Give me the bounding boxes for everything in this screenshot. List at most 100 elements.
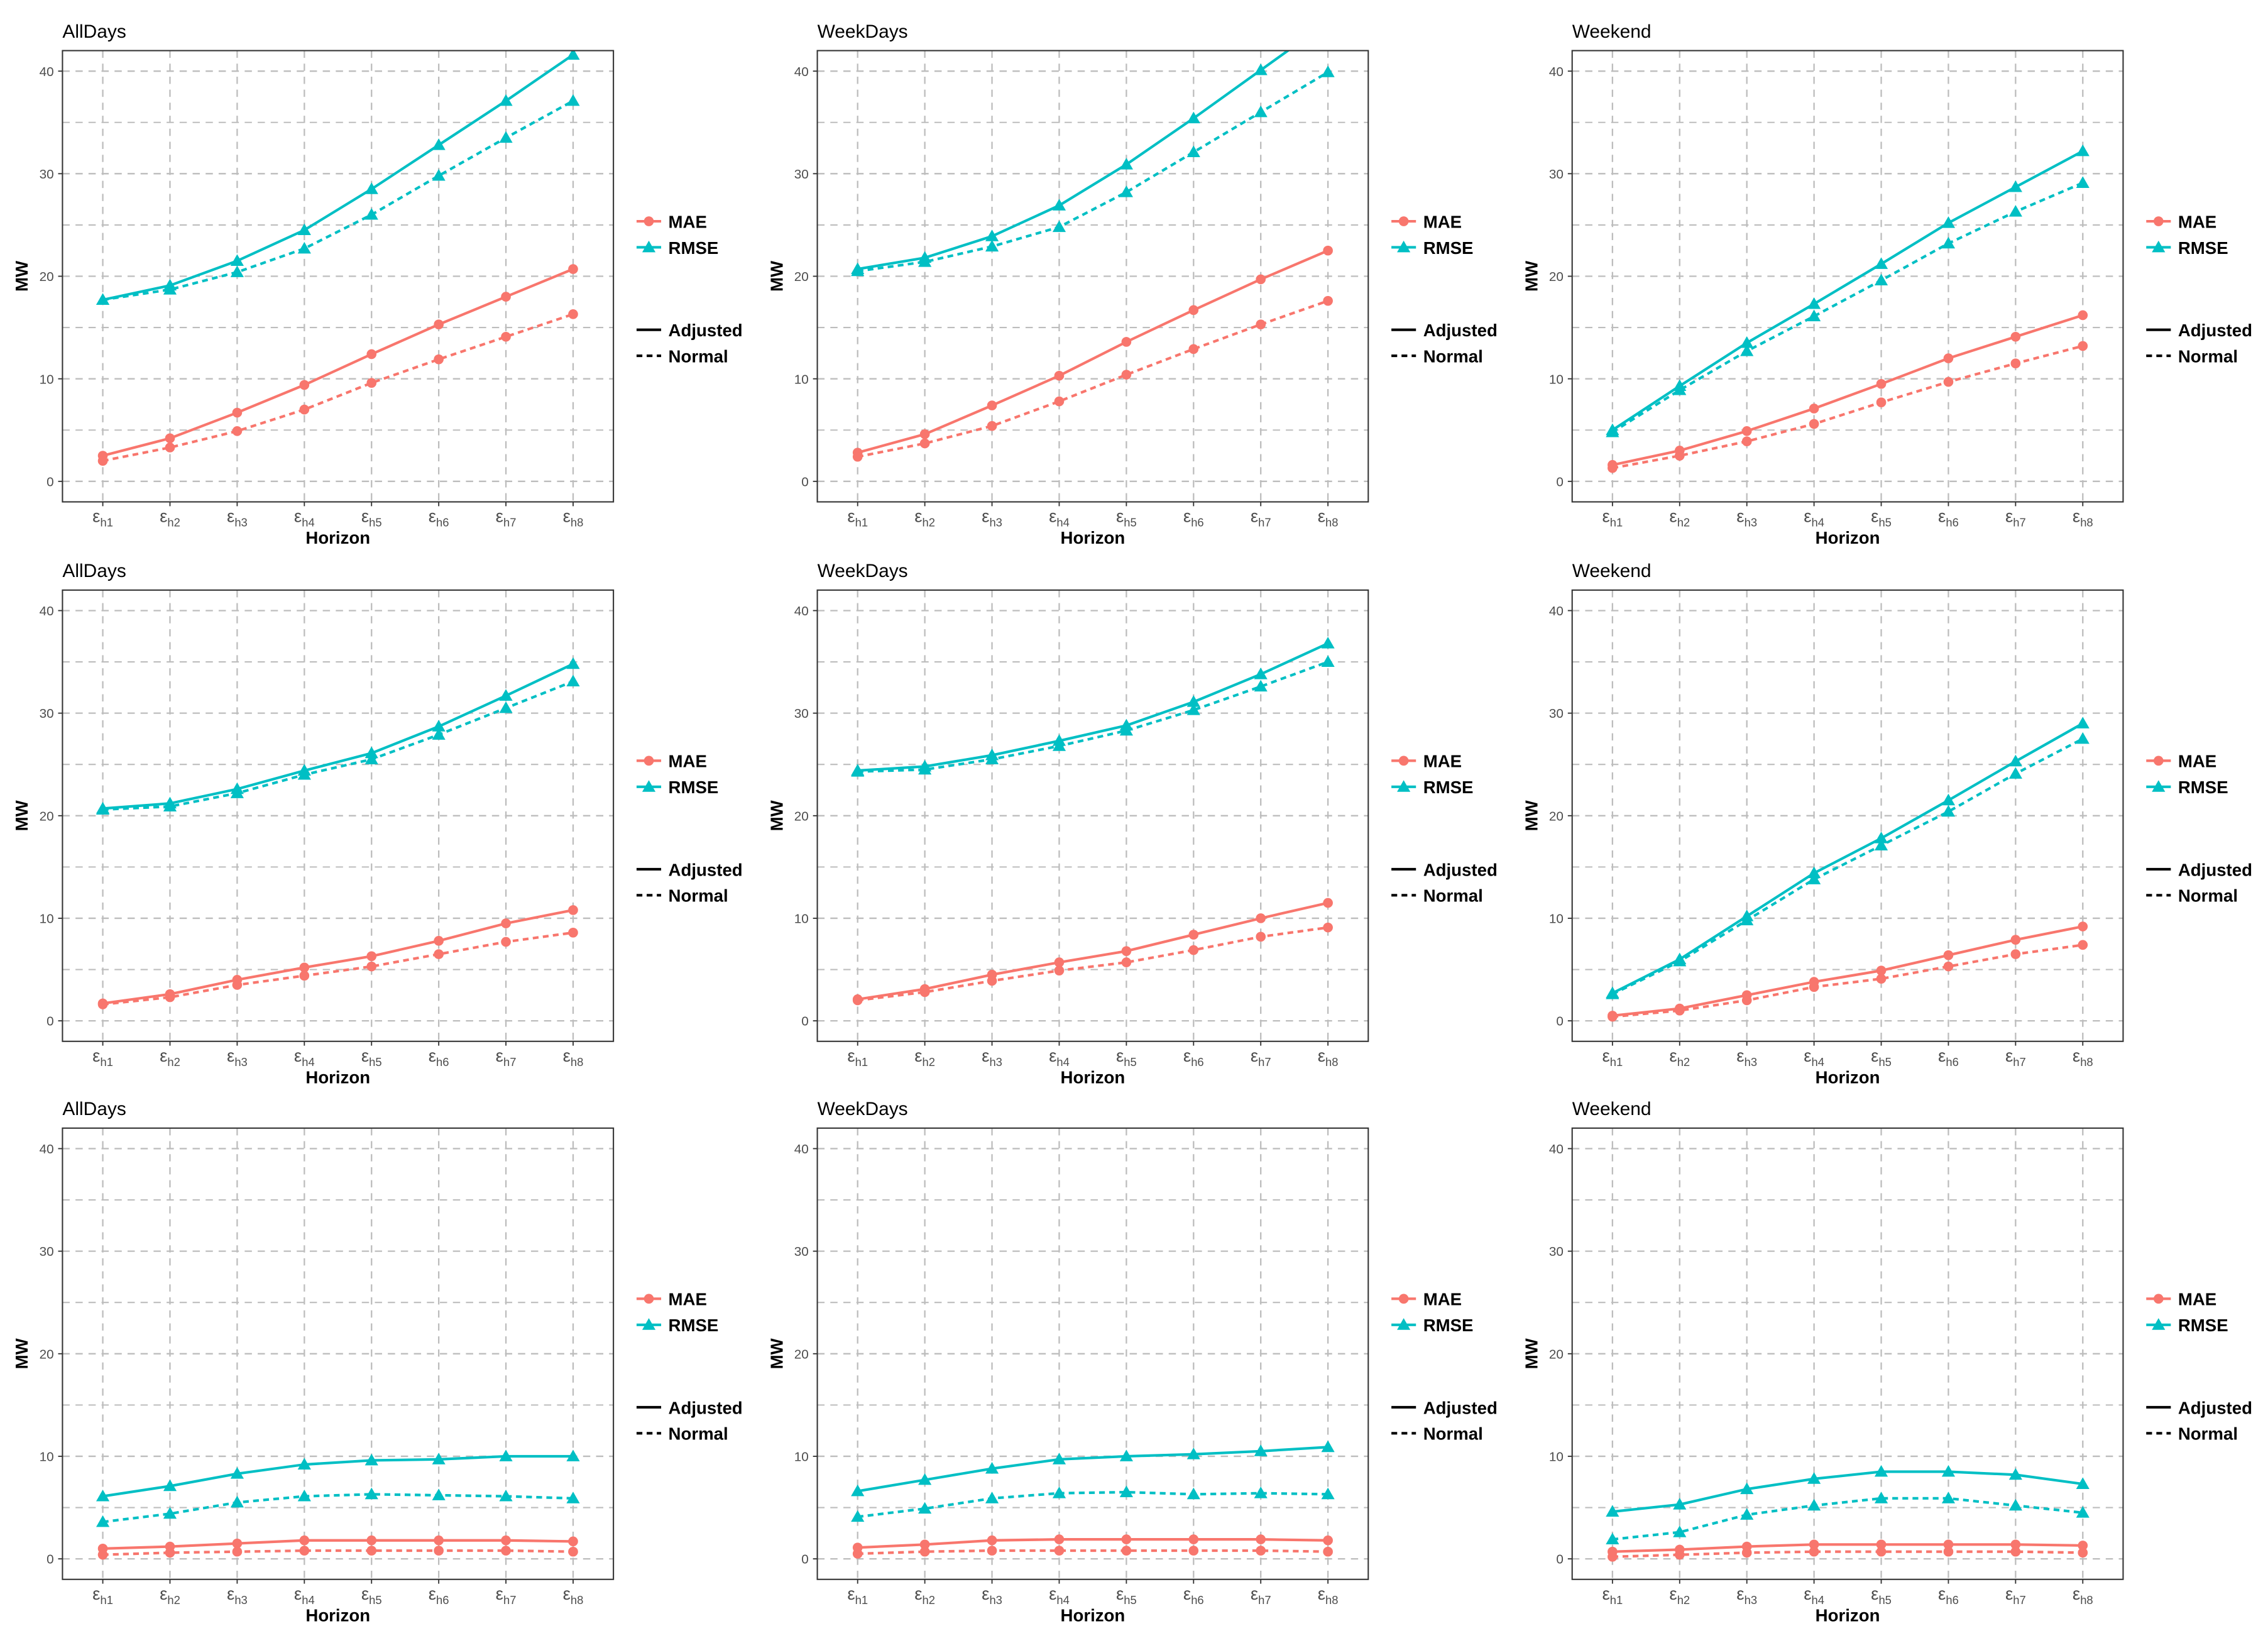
y-tick-label: 10 (794, 1450, 809, 1464)
point (364, 752, 378, 764)
x-tick-symbol: ε (1251, 507, 1258, 526)
point (299, 380, 310, 390)
point (987, 400, 997, 410)
panel-border (1571, 589, 2124, 1042)
y-tick-label: 10 (1549, 372, 1564, 387)
panel-title: Weekend (1572, 21, 1652, 42)
y-tick-label: 0 (801, 1014, 809, 1029)
x-tick-label: εh2 (160, 1584, 180, 1607)
y-tick-label: 40 (40, 604, 54, 618)
x-tick-symbol: ε (1318, 1046, 1325, 1065)
point (165, 433, 175, 444)
legend-label: RMSE (669, 778, 719, 797)
legend-label: Adjusted (669, 1398, 743, 1417)
x-tick-label: εh6 (429, 507, 449, 529)
point (1398, 756, 1409, 766)
x-tick-symbol: ε (1736, 507, 1744, 526)
point (1054, 370, 1065, 381)
x-tick-sub: h7 (1258, 1055, 1271, 1069)
legend-label: Adjusted (1423, 321, 1498, 340)
point (1323, 295, 1333, 306)
line (1611, 182, 2084, 434)
point (2008, 1498, 2022, 1511)
point (1121, 1546, 1132, 1556)
point (1740, 913, 1754, 926)
x-tick-symbol: ε (294, 1046, 302, 1065)
line (102, 1549, 574, 1556)
x-tick-label: εh8 (2073, 1584, 2093, 1607)
point (566, 657, 580, 669)
point (1119, 158, 1133, 170)
legend-label: Adjusted (1423, 1398, 1498, 1417)
x-tick-sub: h7 (2013, 1055, 2025, 1069)
x-tick-label: εh6 (1938, 1046, 1959, 1069)
legend-label: Normal (2178, 346, 2238, 366)
x-tick-label: εh4 (1804, 507, 1824, 529)
y-tick-label: 20 (40, 270, 54, 284)
point (1256, 1546, 1266, 1556)
x-tick-label: εh1 (1602, 1046, 1623, 1069)
point (1606, 1532, 1619, 1545)
x-tick-label: εh4 (294, 1584, 315, 1607)
point (1876, 1546, 1887, 1557)
point (1876, 974, 1887, 984)
point (568, 1546, 578, 1557)
point (1874, 832, 1888, 843)
point (1052, 199, 1066, 211)
x-tick-symbol: ε (160, 507, 167, 526)
legend: MAE RMSE Adjusted Normal (2146, 212, 2252, 366)
point (644, 1294, 654, 1304)
x-tick-label: εh8 (563, 1046, 584, 1069)
point (1121, 337, 1132, 347)
point (1941, 1464, 1956, 1477)
x-tick-symbol: ε (429, 507, 436, 526)
x-tick-label: εh8 (1318, 507, 1339, 529)
point (1397, 240, 1411, 253)
x-tick-symbol: ε (847, 507, 855, 526)
point (163, 1479, 177, 1492)
x-tick-sub: h2 (1677, 1593, 1690, 1607)
legend-label: RMSE (669, 1316, 719, 1335)
point (851, 1510, 865, 1522)
x-tick-sub: h1 (855, 1055, 868, 1069)
point (918, 1473, 932, 1485)
x-tick-sub: h4 (1056, 516, 1069, 529)
x-tick-label: εh6 (1183, 507, 1204, 529)
point (1874, 273, 1888, 285)
point (2010, 935, 2021, 945)
plot-data (1606, 717, 2090, 1022)
x-tick-label: εh1 (92, 1584, 113, 1607)
x-tick-sub: h8 (571, 1055, 583, 1069)
point (366, 961, 377, 972)
point (2153, 1294, 2164, 1304)
x-axis-title: Horizon (1061, 528, 1126, 547)
point (434, 319, 444, 330)
x-tick-label: εh1 (1602, 1584, 1623, 1607)
x-tick-sub: h2 (923, 516, 935, 529)
legend-label: Normal (1423, 346, 1483, 366)
x-tick-label: εh6 (429, 1046, 449, 1069)
y-axis-title: MW (12, 260, 31, 292)
x-tick-symbol: ε (2073, 1584, 2080, 1603)
y-tick-label: 0 (47, 1014, 54, 1029)
x-tick-sub: h4 (1812, 1593, 1824, 1607)
x-tick-sub: h7 (2013, 516, 2025, 529)
point (568, 264, 578, 274)
y-tick-label: 0 (1556, 475, 1564, 489)
x-tick-sub: h3 (989, 1593, 1002, 1607)
point (432, 720, 446, 732)
point (2078, 1541, 2088, 1551)
y-tick-label: 10 (794, 912, 809, 926)
point (1809, 404, 1819, 414)
point (1186, 1487, 1200, 1500)
x-tick-symbol: ε (92, 507, 100, 526)
x-tick-sub: h2 (167, 1593, 180, 1607)
legend-label: MAE (669, 1290, 707, 1309)
x-axis-title: Horizon (305, 528, 370, 547)
line (857, 661, 1328, 773)
point (1188, 945, 1199, 955)
point (1321, 655, 1335, 667)
x-tick-sub: h8 (571, 516, 583, 529)
point (501, 331, 511, 342)
